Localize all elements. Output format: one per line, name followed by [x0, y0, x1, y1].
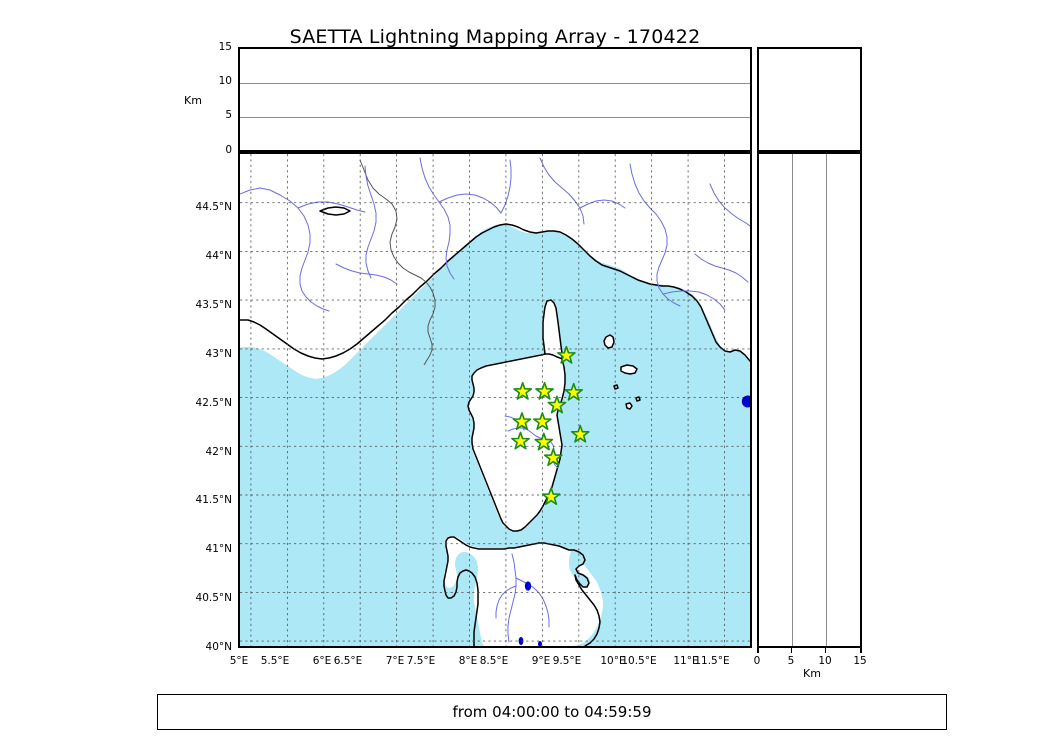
map-canvas [240, 154, 750, 646]
lightning-source-dot [741, 395, 750, 408]
right-panel-axis-label: Km [803, 667, 821, 680]
tick-km-15: 15 [853, 655, 867, 667]
border-layer [359, 159, 436, 366]
island-capraia [604, 335, 614, 348]
gridline-km-5 [792, 154, 793, 646]
tick-lon-6: 6°E [312, 655, 332, 667]
tick-km-10: 10 [818, 655, 832, 667]
tick-lat-44_5: 44.5°N [195, 201, 232, 213]
tick-lon-9: 9°E [531, 655, 551, 667]
tickmark-km-10 [825, 648, 827, 653]
tick-lon-9_5: 9.5°E [552, 655, 582, 667]
tick-lon-7: 7°E [385, 655, 405, 667]
tickmark-km-15 [860, 648, 862, 653]
tick-km-5: 5 [787, 655, 795, 667]
tick-lon-6_5: 6.5°E [333, 655, 363, 667]
top-panel-axis-label: Km [184, 94, 202, 107]
tick-lon-8_5: 8.5°E [479, 655, 509, 667]
corner-panel [757, 47, 862, 152]
station-marker-layer [511, 345, 590, 506]
station-star-marker [541, 487, 561, 506]
page-title: SAETTA Lightning Mapping Array - 170422 [289, 26, 701, 48]
coastline-layer [240, 206, 750, 646]
tick-lon-10_5: 10.5°E [621, 655, 657, 667]
tick-lat-41: 41°N [205, 543, 232, 555]
tick-lat-42: 42°N [205, 446, 232, 458]
source-dot-layer [741, 395, 750, 408]
gridline-km-10 [826, 154, 827, 646]
tick-km-0: 0 [753, 655, 761, 667]
gridline-alt-5 [240, 117, 750, 118]
station-star-marker [532, 412, 552, 431]
station-star-marker [534, 432, 554, 451]
map-gridlines [240, 154, 750, 646]
tick-lat-41_5: 41.5°N [195, 494, 232, 506]
tick-lon-10: 10°E [600, 655, 626, 667]
tick-lat-42_5: 42.5°N [195, 397, 232, 409]
tick-lon-5: 5°E [229, 655, 249, 667]
tick-lat-43: 43°N [205, 348, 232, 360]
tickmark-km-5 [791, 648, 793, 653]
tick-alt-5: 5 [225, 109, 232, 121]
tick-lat-40: 40°N [205, 641, 232, 653]
tickmark-km-0 [757, 648, 759, 653]
tick-lon-5_5: 5.5°E [260, 655, 290, 667]
tick-lon-11: 11°E [673, 655, 699, 667]
tick-lon-8: 8°E [458, 655, 478, 667]
river-layer [240, 157, 750, 643]
tick-alt-0: 0 [225, 144, 232, 156]
station-star-marker [512, 412, 532, 431]
tick-lon-11_5: 11.5°E [694, 655, 730, 667]
tick-lat-44: 44°N [205, 250, 232, 262]
gridline-alt-10 [240, 83, 750, 84]
altitude-latitude-panel[interactable] [757, 152, 862, 648]
station-star-marker [557, 345, 576, 364]
map-panel[interactable] [238, 152, 752, 648]
tick-lat-40_5: 40.5°N [195, 592, 232, 604]
status-text: from 04:00:00 to 04:59:59 [452, 703, 652, 721]
tick-lon-7_5: 7.5°E [406, 655, 436, 667]
altitude-longitude-panel[interactable] [238, 47, 752, 152]
island-elba [621, 365, 637, 374]
tick-alt-15: 15 [218, 41, 232, 53]
station-star-marker [513, 381, 533, 400]
station-star-marker [535, 381, 554, 400]
station-star-marker [564, 382, 584, 401]
station-star-marker [543, 448, 563, 467]
station-star-marker [547, 395, 567, 414]
land-sardinia [444, 536, 603, 646]
land-provence [240, 224, 480, 359]
tick-alt-10: 10 [218, 75, 232, 87]
status-bar: from 04:00:00 to 04:59:59 [157, 694, 947, 730]
station-star-marker [511, 431, 530, 450]
tick-lat-43_5: 43.5°N [195, 299, 232, 311]
station-star-marker [570, 424, 590, 443]
